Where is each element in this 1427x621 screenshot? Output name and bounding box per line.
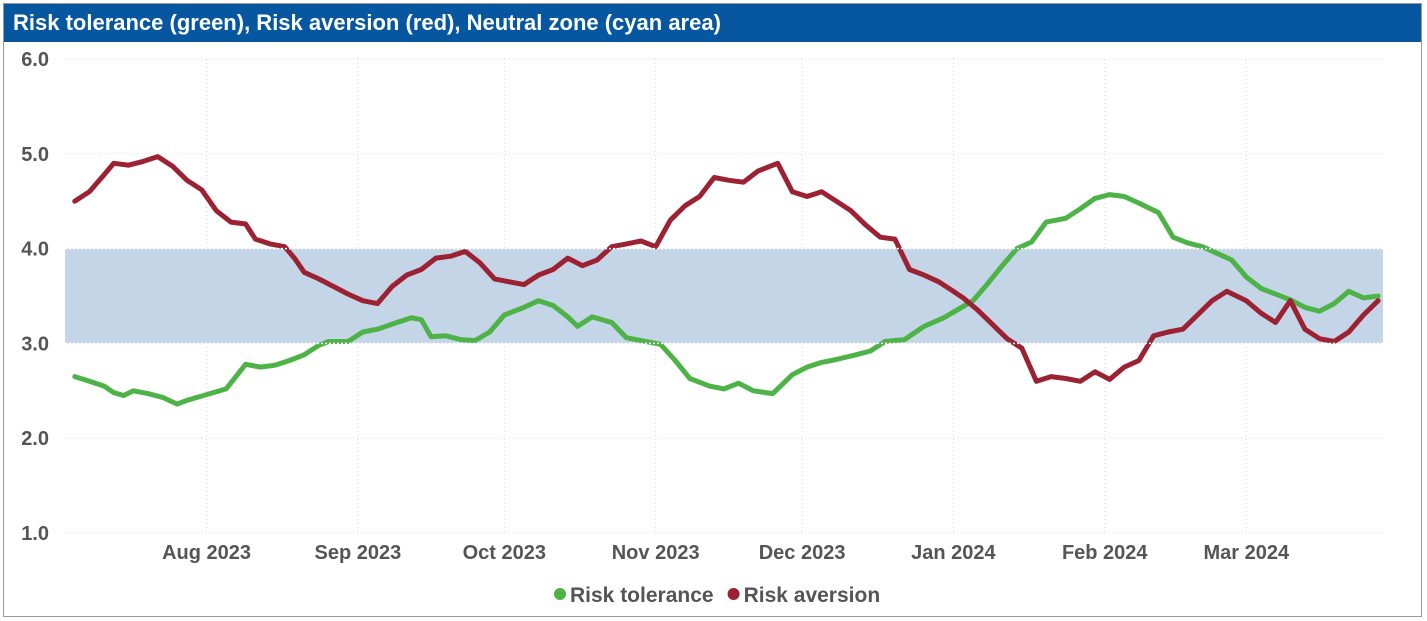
x-tick-label: Nov 2023 <box>612 542 700 564</box>
chart-title: Risk tolerance (green), Risk aversion (r… <box>13 10 721 35</box>
series-lines <box>72 154 1381 407</box>
legend-label-risk-tolerance: Risk tolerance <box>570 584 714 607</box>
y-tick-label: 4.0 <box>21 239 49 261</box>
y-tick-label: 6.0 <box>21 49 49 71</box>
y-tick-label: 5.0 <box>21 144 49 166</box>
x-tick-label: Feb 2024 <box>1062 542 1148 564</box>
x-tick-label: Sep 2023 <box>315 542 402 564</box>
x-tick-label: Oct 2023 <box>463 542 546 564</box>
x-tick-label: Dec 2023 <box>759 542 846 564</box>
x-tick-label: Jan 2024 <box>911 542 996 564</box>
x-tick-label: Aug 2023 <box>162 542 251 564</box>
y-tick-label: 1.0 <box>21 523 49 545</box>
legend-label-risk-aversion: Risk aversion <box>744 584 881 607</box>
y-axis-ticks: 1.0 2.0 3.0 4.0 5.0 6.0 <box>21 49 49 545</box>
x-axis-ticks: Aug 2023 Sep 2023 Oct 2023 Nov 2023 Dec 2023… <box>162 542 1290 564</box>
series-line-risk-aversion <box>72 154 1381 384</box>
y-tick-label: 2.0 <box>21 428 49 450</box>
neutral-zone-band <box>65 248 1383 344</box>
x-tick-label: Mar 2024 <box>1204 542 1290 564</box>
series-line-risk-tolerance <box>72 192 1381 407</box>
legend-marker-risk-aversion <box>727 588 740 600</box>
y-tick-label: 3.0 <box>21 333 49 355</box>
legend: Risk tolerance Risk aversion <box>554 584 880 607</box>
chart-title-bar: Risk tolerance (green), Risk aversion (r… <box>4 4 1421 42</box>
legend-marker-risk-tolerance <box>554 588 566 600</box>
